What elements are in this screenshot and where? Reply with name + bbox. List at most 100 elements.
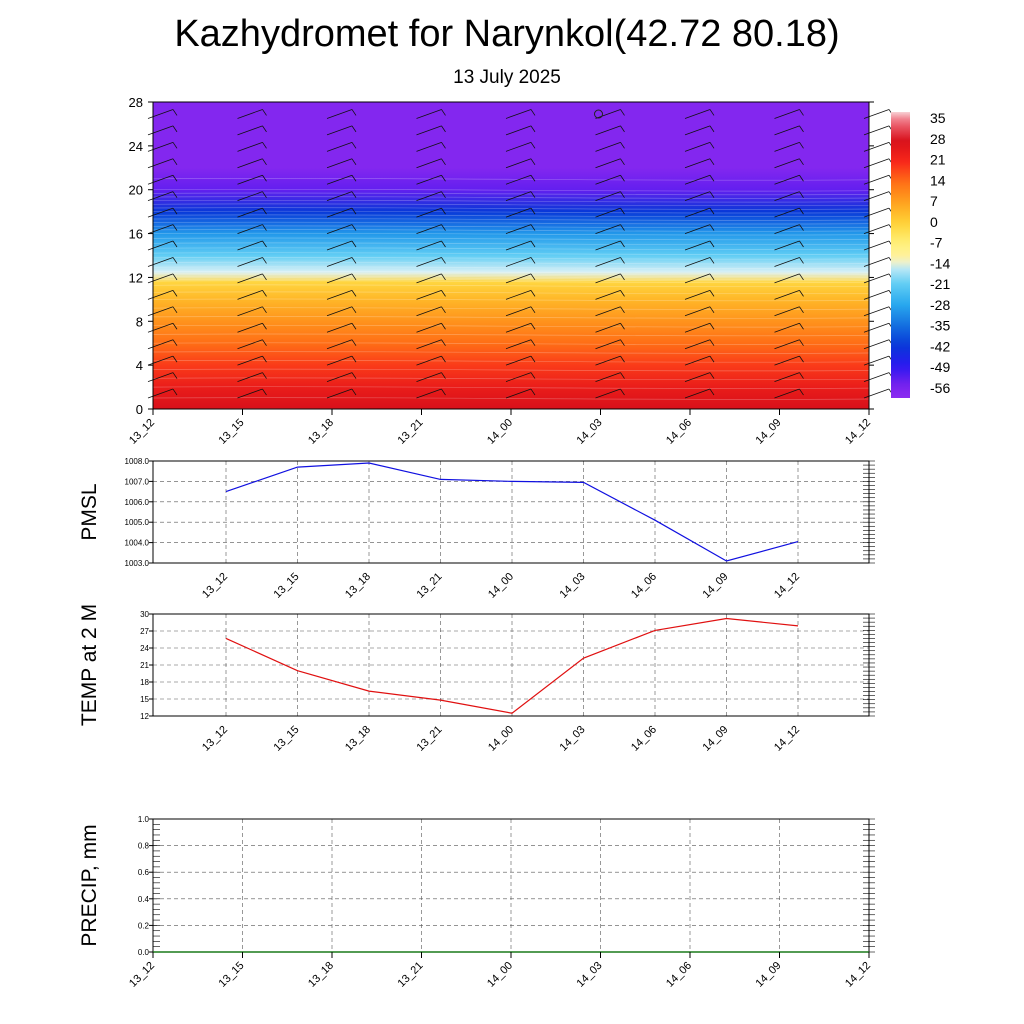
x-tick-label: 14_03 [575,417,605,447]
wind-barb-flag [351,125,357,133]
wind-barb [684,273,711,284]
wind-barb [237,339,263,350]
wind-barb [326,322,353,333]
wind-barb [505,388,532,399]
wind-barb [595,174,621,185]
wind-barb-flag [799,191,804,198]
wind-barb-flag [351,257,357,264]
wind-barb [684,257,711,267]
wind-barb-flag [530,175,536,182]
wind-barb [416,355,442,366]
wind-barb-flag [351,175,357,182]
wind-barb [774,224,800,234]
wind-barb [505,355,532,366]
isotherm-line [152,252,870,255]
wind-barb-flag [441,355,446,363]
wind-barb-flag [172,175,178,182]
wind-barb [237,109,263,119]
isotherm-line [152,214,870,218]
wind-barb [147,141,174,152]
wind-barb [147,306,174,317]
colorbar-bar [891,112,910,398]
wind-barb [237,322,263,333]
wind-barb-flag [351,207,357,215]
isotherm-line [152,199,870,203]
y-tick-label: 1005.0 [125,518,150,527]
calm-wind-marker [594,109,603,119]
wind-barb [416,207,442,218]
wind-barb [416,224,442,234]
isotherm-line [152,256,870,260]
wind-barb [416,372,442,382]
wind-barb-flag [709,240,715,248]
wind-barb-flag [799,257,804,264]
wind-barb-flag [441,388,446,396]
x-tick-label: 13_18 [306,960,336,990]
colorbar-tick-label: 14 [930,172,946,188]
x-tick-label: 14_12 [843,417,873,447]
wind-barb-flag [620,158,625,166]
y-tick-label: 0.6 [138,868,150,877]
wind-barb-flag [620,224,625,231]
wind-barb [147,191,174,202]
y-tick-label: 15 [140,695,149,704]
wind-barb [774,355,800,366]
wind-barb-flag [620,339,625,346]
wind-barb-flag [709,388,715,396]
wind-barb-flag [530,207,536,215]
wind-barb-column [416,109,446,399]
isotherm-line [152,377,870,381]
wind-barb [326,174,353,185]
wind-barb [505,306,532,317]
page-title: Kazhydromet for Narynkol(42.72 80.18) [174,13,839,55]
wind-barb [237,141,263,152]
wind-barb-flag [172,372,178,379]
x-tick-label: 14_00 [485,960,515,990]
wind-barb [237,207,263,218]
wind-barb [237,372,263,382]
pmsl-panel: 1003.0 1004.0 1005.0 1006.0 1007.0 1008.0 13_1… [78,457,875,601]
wind-barb [326,109,353,119]
isotherm-line [152,351,870,354]
wind-barb-flag [172,125,178,133]
isotherm-line [152,177,870,181]
wind-barb [863,273,890,284]
wind-barb-flag [262,339,267,346]
isotherm-line [152,237,870,241]
x-tick-label: 13_21 [415,571,445,601]
wind-barb [595,355,621,366]
series-line [225,617,799,714]
isotherm-line [152,207,870,210]
wind-barb-flag [441,109,446,116]
wind-barb-flag [709,207,715,215]
wind-barb-flag [799,306,804,314]
x-tick-label: 14_03 [558,724,588,754]
x-tick-label: 14_12 [772,724,802,754]
wind-barb-flag [172,207,178,215]
wind-barb-flag [620,109,625,116]
wind-barb-flag [262,109,267,116]
wind-barb-flag [620,306,625,314]
wind-barb-flag [441,191,446,198]
wind-barb [326,125,353,136]
isotherm-line [152,272,870,276]
wind-barb-flag [441,339,446,346]
wind-barb [505,240,532,251]
wind-barb [595,207,621,218]
wind-barb [326,355,353,366]
wind-barb-flag [620,355,625,363]
wind-barb-flag [262,355,267,363]
x-tick-label: 14_06 [664,960,694,990]
wind-barb-flag [620,273,625,281]
x-tick-label: 13_21 [415,724,445,754]
wind-barb [774,158,800,169]
wind-barb [326,289,353,300]
isotherm-line [152,291,870,295]
wind-barb-flag [530,125,536,133]
wind-barb-column [774,109,804,399]
wind-barb-flag [530,257,536,264]
wind-barb-flag [620,290,625,297]
wind-barb [863,257,890,267]
isotherm-line [152,271,870,274]
